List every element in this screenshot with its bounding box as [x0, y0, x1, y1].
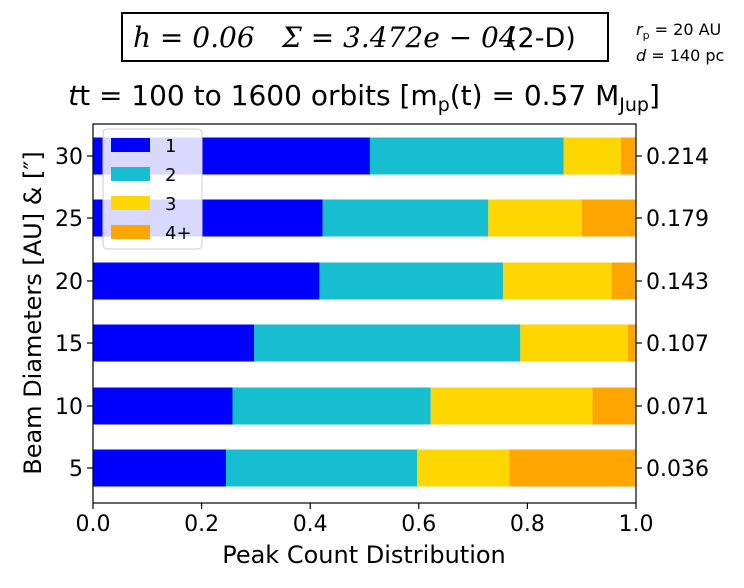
- bar-5-series-2: [226, 449, 418, 487]
- side-info: rp = 20 AU d = 140 pc: [636, 20, 724, 65]
- x-tick-label: 0.0: [76, 512, 111, 537]
- bar-30-series-3: [563, 137, 621, 175]
- bar-30-series-4: [620, 137, 636, 175]
- parameter-box: h = 0.06 Σ = 3.472e − 04 (2-D): [121, 12, 609, 62]
- y-tick-label: 5: [69, 457, 83, 482]
- right-tick-label: 0.071: [646, 395, 709, 420]
- bar-20-series-2: [319, 262, 503, 300]
- x-tick-label: 0.6: [401, 512, 436, 537]
- legend-swatch-1: [111, 138, 150, 152]
- x-tick-label: 0.2: [184, 512, 219, 537]
- bar-10-series-4: [592, 387, 636, 425]
- right-tick-label: 0.214: [646, 145, 709, 170]
- right-tick-label: 0.179: [646, 207, 709, 232]
- x-tick-label: 0.8: [510, 512, 545, 537]
- legend-label: 1: [165, 136, 176, 157]
- axis-ticks: 0.0 0.2 0.4 0.6 0.8 1.0 5 10 15 20 25 30 0.036 0.071 0…: [55, 145, 709, 537]
- bar-20-series-4: [611, 262, 636, 300]
- y-tick-label: 15: [55, 332, 83, 357]
- y-tick-label: 25: [55, 207, 83, 232]
- bar-15-series-2: [254, 324, 521, 362]
- legend-swatch-3: [111, 196, 150, 210]
- legend: 1 2 3 4+: [102, 128, 203, 250]
- y-tick-label: 30: [55, 145, 83, 170]
- bar-5-series-3: [417, 449, 510, 487]
- bar-30-series-2: [369, 137, 564, 175]
- param-dim: (2-D): [507, 23, 576, 54]
- param-sigma: Σ = 3.472e − 04: [281, 21, 517, 54]
- axes-frame: [92, 123, 637, 504]
- legend-label: 4+: [165, 223, 192, 244]
- bar-15-series-1: [93, 324, 255, 362]
- bar-20-series-1: [93, 262, 320, 300]
- x-tick-label: 1.0: [619, 512, 654, 537]
- y-axis-label: Beam Diameters [AU] & [″]: [19, 151, 47, 475]
- legend-swatch-4+: [111, 225, 150, 239]
- bar-10-series-2: [232, 387, 431, 425]
- bar-10-series-3: [430, 387, 593, 425]
- right-tick-label: 0.107: [646, 332, 709, 357]
- x-tick-label: 0.4: [293, 512, 328, 537]
- bar-5-series-4: [509, 449, 636, 487]
- chart-title: tt = 100 to 1600 orbits [mp(t) = 0.57 MJ…: [68, 79, 660, 116]
- bar-15-series-3: [520, 324, 628, 362]
- side-d: d = 140 pc: [636, 46, 724, 65]
- parameter-box-frame: [121, 12, 609, 62]
- param-h: h = 0.06: [133, 21, 255, 54]
- legend-label: 3: [165, 194, 176, 215]
- legend-swatch-2: [111, 167, 150, 181]
- bar-15-series-4: [627, 324, 636, 362]
- y-tick-label: 10: [55, 395, 83, 420]
- bar-20-series-3: [502, 262, 612, 300]
- y-tick-label: 20: [55, 270, 83, 295]
- side-rp: rp = 20 AU: [636, 20, 721, 42]
- right-tick-label: 0.036: [646, 457, 709, 482]
- bar-25-series-2: [322, 199, 489, 237]
- bar-5-series-1: [93, 449, 227, 487]
- legend-frame: [102, 128, 203, 250]
- right-tick-label: 0.143: [646, 270, 709, 295]
- bar-25-series-4: [581, 199, 636, 237]
- legend-label: 2: [165, 165, 176, 186]
- bar-10-series-1: [93, 387, 233, 425]
- bar-25-series-3: [488, 199, 582, 237]
- x-axis-label: Peak Count Distribution: [222, 541, 506, 569]
